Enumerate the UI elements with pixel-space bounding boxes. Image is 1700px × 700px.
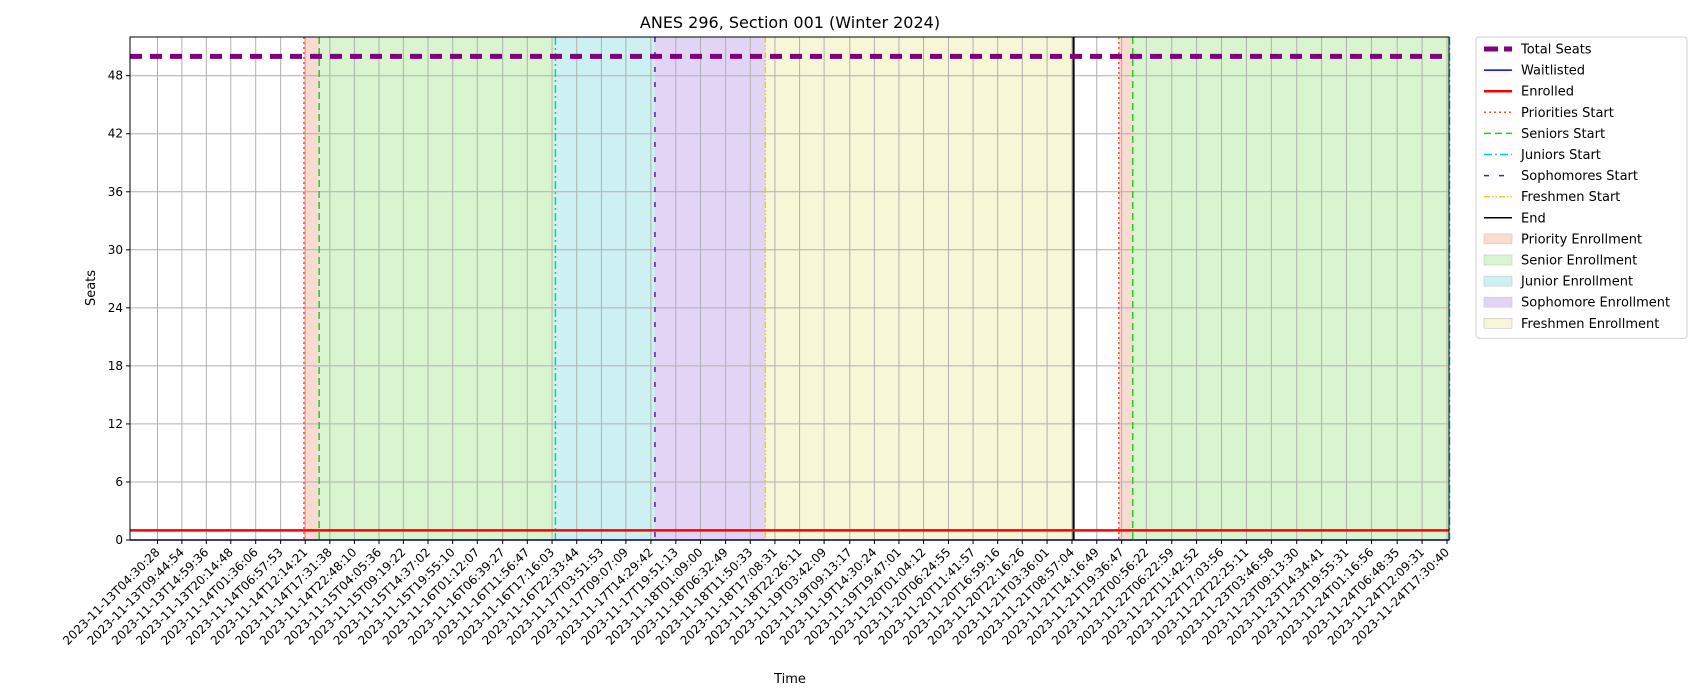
region-priority-enrollment xyxy=(303,37,320,540)
y-tick-label: 36 xyxy=(108,185,123,199)
legend-swatch-sophomore-enrollment xyxy=(1483,296,1513,308)
y-axis-label: Seats xyxy=(84,270,99,306)
legend-label-waitlisted: Waitlisted xyxy=(1521,64,1585,79)
legend-label-end: End xyxy=(1521,211,1546,226)
region-sophomore-enrollment xyxy=(654,37,766,540)
plot-frame xyxy=(129,36,1450,541)
region-freshmen-enrollment xyxy=(765,37,1074,540)
region-junior-enrollment xyxy=(555,37,655,540)
legend-label-junior-enrollment: Junior Enrollment xyxy=(1520,275,1633,290)
legend-label-priority-enrollment: Priority Enrollment xyxy=(1521,232,1642,247)
x-axis-label: Time xyxy=(773,672,806,687)
legend-swatch-freshmen-enrollment xyxy=(1483,317,1513,329)
y-tick-label: 0 xyxy=(115,533,123,547)
legend-label-seniors-start: Seniors Start xyxy=(1521,127,1605,142)
y-tick-label: 48 xyxy=(108,69,123,83)
chart-title: ANES 296, Section 001 (Winter 2024) xyxy=(640,13,940,32)
region-senior-enrollment xyxy=(319,37,556,540)
y-tick-label: 6 xyxy=(115,475,123,489)
region-senior-enrollment xyxy=(1132,37,1450,540)
legend-label-sophomores-start: Sophomores Start xyxy=(1521,169,1638,184)
y-tick-label: 18 xyxy=(108,359,123,373)
legend-label-freshmen-enrollment: Freshmen Enrollment xyxy=(1521,317,1659,332)
legend-label-sophomore-enrollment: Sophomore Enrollment xyxy=(1521,296,1670,311)
legend-swatch-priority-enrollment xyxy=(1483,233,1513,245)
legend-label-total-seats: Total Seats xyxy=(1520,43,1592,58)
legend-swatch-senior-enrollment xyxy=(1483,254,1513,266)
legend-label-freshmen-start: Freshmen Start xyxy=(1521,190,1620,205)
legend-box xyxy=(1475,36,1688,339)
legend: Total Seats Waitlisted Enrolled Priorities … xyxy=(1475,36,1688,339)
legend-swatch-junior-enrollment xyxy=(1483,275,1513,287)
y-tick-label: 42 xyxy=(108,127,123,141)
legend-label-juniors-start: Juniors Start xyxy=(1520,148,1601,163)
region-priority-enrollment xyxy=(1118,37,1133,540)
y-tick-label: 24 xyxy=(108,301,123,315)
y-tick-label: 30 xyxy=(108,243,123,257)
legend-label-senior-enrollment: Senior Enrollment xyxy=(1521,254,1637,269)
y-tick-label: 12 xyxy=(108,417,123,431)
legend-label-priorities-start: Priorities Start xyxy=(1521,106,1614,121)
legend-label-enrolled: Enrolled xyxy=(1521,85,1574,100)
